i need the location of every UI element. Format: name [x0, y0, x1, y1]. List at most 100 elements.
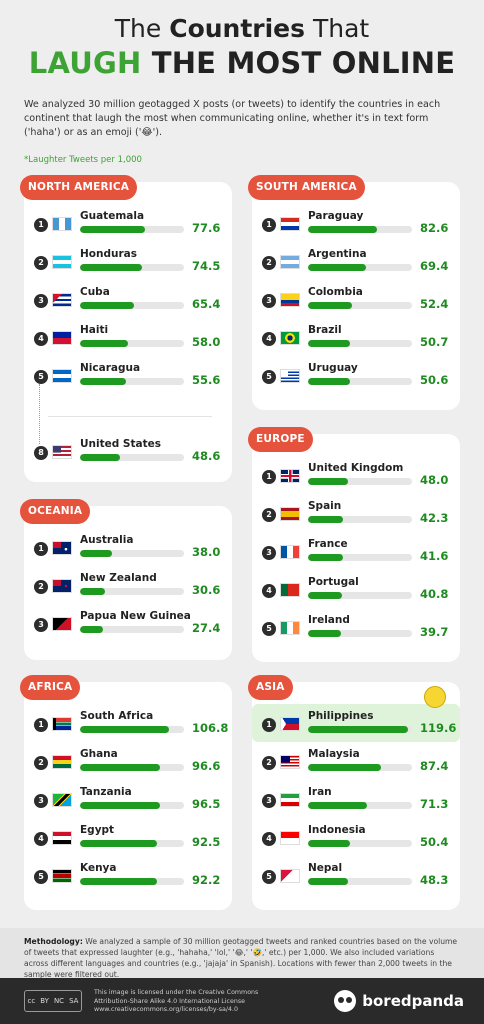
- country-name: Haiti: [80, 324, 109, 336]
- bar: [308, 554, 343, 561]
- rank-badge: 3: [34, 618, 48, 632]
- country-name: Portugal: [308, 576, 359, 588]
- flag-icon: [52, 369, 72, 383]
- bar: [308, 840, 350, 847]
- rank-badge: 8: [34, 446, 48, 460]
- bar-track: [80, 726, 184, 733]
- flag-icon: [280, 293, 300, 307]
- value-label: 65.4: [192, 297, 221, 311]
- flag-icon: [280, 217, 300, 231]
- card-africa: AFRICA 1 South Africa 106.8 2 Ghana 96.6 3 Tanza…: [20, 675, 232, 910]
- value-label: 27.4: [192, 621, 221, 635]
- rank-badge: 2: [34, 256, 48, 270]
- card-europe: EUROPE 1 United Kingdom 48.0 2 Spain 42.3 3 Fran…: [248, 427, 460, 662]
- value-label: 48.6: [192, 449, 221, 463]
- flag-icon: [280, 369, 300, 383]
- flag-icon: [52, 617, 72, 631]
- country-row: 1 United Kingdom 48.0: [252, 456, 460, 494]
- bar: [80, 226, 145, 233]
- bar-track: [80, 802, 184, 809]
- rank-badge: 1: [34, 218, 48, 232]
- bar: [80, 764, 161, 771]
- bar-track: [80, 840, 184, 847]
- country-row: 2 Honduras 74.5: [24, 242, 232, 280]
- value-label: 119.6: [420, 721, 457, 735]
- flag-icon: [280, 545, 300, 559]
- bar-track: [80, 378, 184, 385]
- country-row: 1 Australia 38.0: [24, 528, 232, 566]
- bar-track: [80, 302, 184, 309]
- value-label: 30.6: [192, 583, 221, 597]
- country-name: Tanzania: [80, 786, 132, 798]
- card-oceania: OCEANIA 1 Australia 38.0 2 New Zealand 30.6 3 Pa…: [20, 499, 232, 660]
- country-name: Paraguay: [308, 210, 364, 222]
- bar-track: [308, 764, 412, 771]
- bar-track: [80, 626, 184, 633]
- rank-badge: 1: [262, 218, 276, 232]
- flag-icon: [280, 255, 300, 269]
- value-label: 52.4: [420, 297, 449, 311]
- country-row: 2 Ghana 96.6: [24, 742, 232, 780]
- country-name: Uruguay: [308, 362, 358, 374]
- bar-track: [308, 302, 412, 309]
- bar: [80, 550, 112, 557]
- bar: [308, 340, 351, 347]
- value-label: 58.0: [192, 335, 221, 349]
- country-name: Brazil: [308, 324, 342, 336]
- flag-icon: [52, 293, 72, 307]
- bar-track: [308, 840, 412, 847]
- intro-text: We analyzed 30 million geotagged X posts…: [24, 99, 441, 138]
- country-row: 1 Paraguay 82.6: [252, 204, 460, 242]
- country-name: Malaysia: [308, 748, 360, 760]
- country-name: Australia: [80, 534, 134, 546]
- bar: [308, 802, 368, 809]
- continent-label: SOUTH AMERICA: [248, 175, 365, 200]
- rank-badge: 3: [34, 294, 48, 308]
- rank-badge: 1: [34, 718, 48, 732]
- divider: [48, 416, 212, 417]
- bar: [308, 630, 342, 637]
- country-row: 4 Haiti 58.0: [24, 318, 232, 356]
- country-name: Ghana: [80, 748, 118, 760]
- bar: [80, 878, 157, 885]
- bar-track: [308, 478, 412, 485]
- bar-track: [80, 764, 184, 771]
- country-name: Honduras: [80, 248, 137, 260]
- bar: [80, 726, 169, 733]
- country-row: 3 Tanzania 96.5: [24, 780, 232, 818]
- value-label: 40.8: [420, 587, 449, 601]
- country-name: South Africa: [80, 710, 154, 722]
- value-label: 92.5: [192, 835, 221, 849]
- rank-badge: 3: [262, 794, 276, 808]
- rank-badge: 1: [262, 470, 276, 484]
- value-label: 39.7: [420, 625, 449, 639]
- value-label: 38.0: [192, 545, 221, 559]
- rank-badge: 4: [262, 832, 276, 846]
- bar-track: [308, 378, 412, 385]
- country-row: 4 Egypt 92.5: [24, 818, 232, 856]
- rank-badge: 3: [34, 794, 48, 808]
- value-label: 77.6: [192, 221, 221, 235]
- bar: [308, 878, 349, 885]
- flag-icon: [280, 507, 300, 521]
- panda-icon: [334, 990, 357, 1012]
- country-name: Papua New Guinea: [80, 610, 191, 622]
- country-name: Iran: [308, 786, 332, 798]
- rank-badge: 4: [34, 332, 48, 346]
- title-line-2: LAUGH THE MOST ONLINE: [28, 46, 456, 80]
- rank-badge: 2: [262, 256, 276, 270]
- bar: [80, 454, 121, 461]
- bar: [308, 726, 408, 733]
- country-row: 3 Colombia 52.4: [252, 280, 460, 318]
- bar-track: [80, 878, 184, 885]
- country-row: 5 Uruguay 50.6: [252, 356, 460, 394]
- value-label: 55.6: [192, 373, 221, 387]
- bar: [80, 588, 106, 595]
- value-label: 96.6: [192, 759, 221, 773]
- continent-label: ASIA: [248, 675, 293, 700]
- rank-badge: 4: [262, 584, 276, 598]
- country-name: France: [308, 538, 348, 550]
- rank-badge: 2: [262, 756, 276, 770]
- country-row: 1 Guatemala 77.6: [24, 204, 232, 242]
- rank-badge: 5: [34, 370, 48, 384]
